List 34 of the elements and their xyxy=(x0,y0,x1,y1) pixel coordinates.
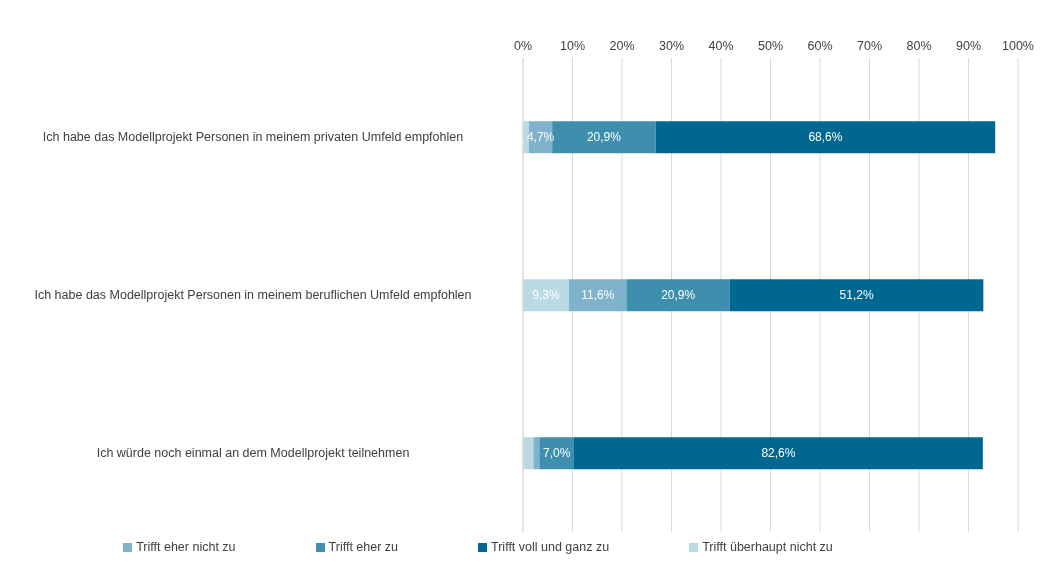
data-label: 11,6% xyxy=(581,288,615,303)
bar xyxy=(573,437,983,470)
x-tick-label: 20% xyxy=(609,39,635,53)
bar xyxy=(569,279,627,312)
data-label: 20,9% xyxy=(661,288,696,303)
x-tick-label: 10% xyxy=(559,39,586,53)
x-tick-label: 60% xyxy=(807,39,833,53)
x-tick-label: 90% xyxy=(955,39,982,53)
bar xyxy=(729,279,984,312)
x-tick-label: 100% xyxy=(1002,39,1034,53)
bar xyxy=(655,121,996,154)
x-tick-label: 50% xyxy=(757,39,784,53)
x-tick-label: 30% xyxy=(658,39,685,53)
y-tick-label: Ich habe das Modellprojekt Personen in meinem beruflichen Umfeld empfohlen xyxy=(34,288,472,302)
data-label: 20,9% xyxy=(586,130,622,145)
data-label: 4,7% xyxy=(526,130,555,145)
y-tick-label: Ich habe das Modellprojekt Personen in meinem privaten Umfeld empfohlen xyxy=(42,130,464,144)
x-tick-label: 40% xyxy=(708,39,734,53)
y-tick-label: Ich würde noch einmal an dem Modellprojekt teilnehmen xyxy=(96,446,410,460)
data-label: 7,0% xyxy=(542,446,571,461)
data-label: 68,6% xyxy=(808,130,843,145)
x-tick-label: 80% xyxy=(906,39,932,53)
legend-label: Trifft voll und ganz zu xyxy=(491,540,610,554)
data-label: 51,2% xyxy=(839,288,874,303)
legend-label: Trifft eher zu xyxy=(328,540,399,554)
legend-label: Trifft eher nicht zu xyxy=(136,540,236,554)
legend-label: Trifft überhaupt nicht zu xyxy=(702,540,833,554)
x-tick-label: 0% xyxy=(513,39,533,53)
x-tick-label: 70% xyxy=(856,39,883,53)
bar xyxy=(552,121,656,154)
data-label: 9,3% xyxy=(532,288,561,303)
bar xyxy=(626,279,730,312)
bar xyxy=(533,437,540,470)
data-label: 82,6% xyxy=(761,446,796,461)
